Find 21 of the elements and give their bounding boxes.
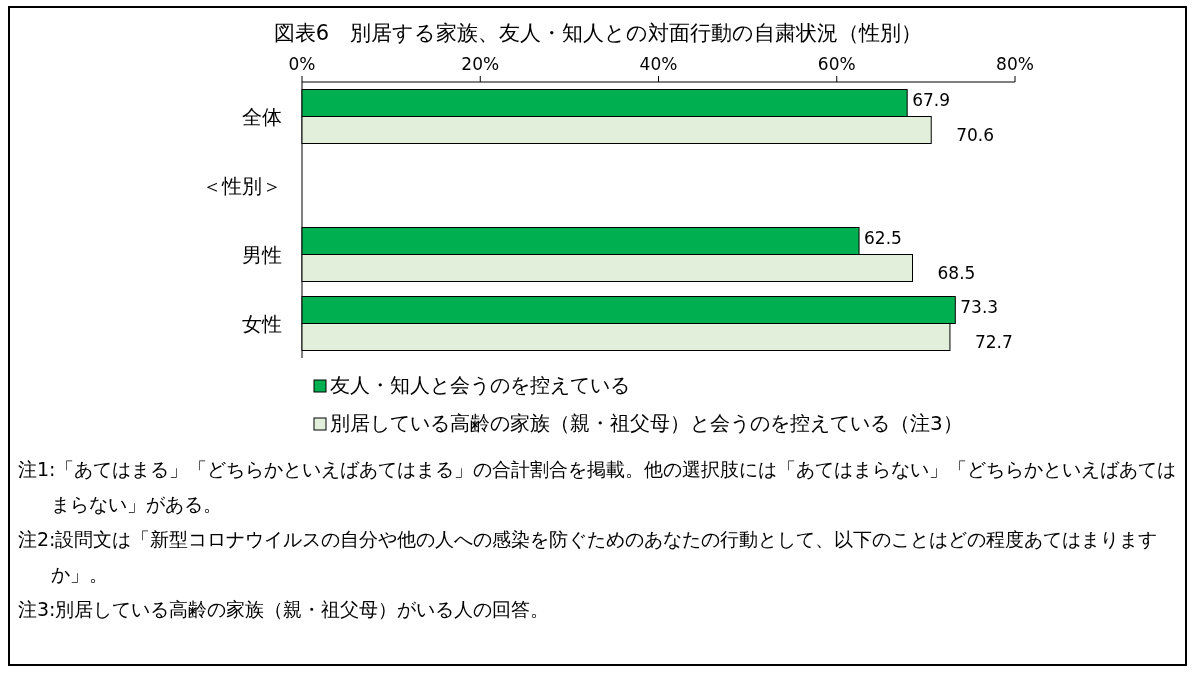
x-tick-label: 40%: [639, 54, 678, 74]
y-tick-label: ＜性別＞: [202, 173, 282, 198]
x-tick-label: 20%: [461, 54, 500, 74]
data-label: 68.5: [937, 263, 976, 283]
chart-title: 図表6 別居する家族、友人・知人との対面行動の自粛状況（性別）: [273, 21, 923, 45]
legend-label: 友人・知人と会うのを控えている: [330, 373, 630, 397]
text: 注2:設問文は「新型コロナウイルスの自分や他の人への感染を防ぐためのあなたの行動として、以下のことはどの程度あてはまりますか」。: [18, 527, 1159, 587]
y-tick-label: 全体: [242, 104, 282, 129]
data-label: 72.7: [974, 332, 1013, 352]
x-tick-label: 0%: [288, 54, 316, 74]
x-tick-label: 80%: [996, 54, 1034, 74]
y-tick-label: 男性: [242, 242, 282, 267]
text: 注3:別居している高齢の家族（親・祖父母）がいる人の回答。: [18, 597, 551, 622]
data-label: 73.3: [960, 297, 999, 317]
data-label: 62.5: [864, 228, 902, 248]
text: 注1:「あてはまる」「どちらかといえばあてはまる」の合計割合を掲載。他の選択肢には「あてはまらない」「どちらかといえばあてはまらない」がある。: [18, 457, 1178, 517]
y-tick-label: 女性: [242, 311, 282, 336]
data-label: 67.9: [912, 90, 951, 110]
data-label: 70.6: [956, 125, 995, 145]
x-tick-label: 60%: [817, 54, 856, 74]
legend-label: 別居している高齢の家族（親・祖父母）と会うのを控えている（注3）: [330, 411, 963, 435]
